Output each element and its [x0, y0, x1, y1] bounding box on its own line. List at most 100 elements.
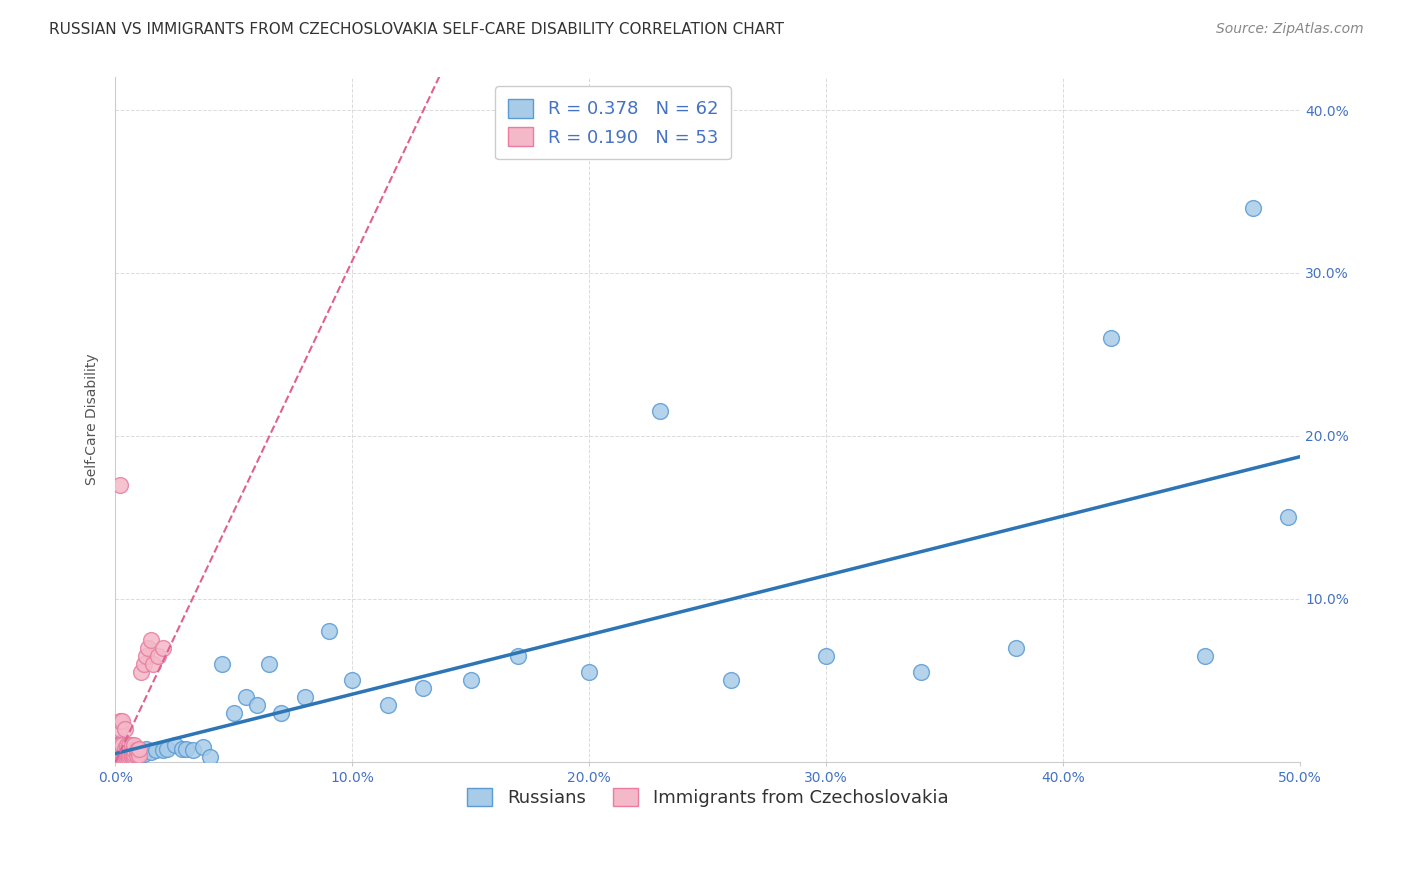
Point — [412, 681, 434, 696]
Point — [121, 748, 143, 763]
Point — [131, 665, 153, 680]
Point — [163, 739, 186, 753]
Point — [115, 741, 138, 756]
Point — [111, 747, 134, 761]
Point — [107, 750, 129, 764]
Point — [111, 747, 134, 761]
Point — [108, 750, 131, 764]
Point — [107, 740, 129, 755]
Point — [114, 743, 136, 757]
Point — [270, 706, 292, 720]
Point — [578, 665, 600, 680]
Point — [122, 739, 145, 753]
Point — [125, 750, 148, 764]
Point — [107, 745, 129, 759]
Point — [135, 648, 157, 663]
Point — [125, 748, 148, 763]
Point — [114, 748, 136, 763]
Point — [108, 739, 131, 753]
Point — [246, 698, 269, 712]
Point — [118, 741, 141, 756]
Point — [115, 751, 138, 765]
Point — [115, 748, 138, 763]
Point — [138, 640, 160, 655]
Point — [121, 747, 143, 761]
Point — [121, 741, 143, 756]
Point — [118, 739, 141, 753]
Point — [108, 743, 131, 757]
Point — [111, 714, 134, 728]
Point — [720, 673, 742, 688]
Point — [107, 741, 129, 756]
Point — [121, 739, 143, 753]
Point — [118, 748, 141, 763]
Point — [121, 743, 143, 757]
Point — [107, 750, 129, 764]
Point — [460, 673, 482, 688]
Point — [176, 741, 198, 756]
Point — [156, 741, 179, 756]
Point — [128, 750, 150, 764]
Legend: Russians, Immigrants from Czechoslovakia: Russians, Immigrants from Czechoslovakia — [460, 780, 956, 814]
Point — [122, 743, 145, 757]
Point — [152, 640, 174, 655]
Point — [183, 743, 205, 757]
Point — [108, 743, 131, 757]
Point — [122, 748, 145, 763]
Point — [294, 690, 316, 704]
Point — [650, 404, 672, 418]
Point — [114, 745, 136, 759]
Point — [1004, 640, 1026, 655]
Point — [115, 750, 138, 764]
Point — [114, 739, 136, 753]
Point — [108, 722, 131, 736]
Y-axis label: Self-Care Disability: Self-Care Disability — [86, 354, 100, 485]
Point — [107, 747, 129, 761]
Point — [121, 750, 143, 764]
Point — [128, 743, 150, 757]
Point — [815, 648, 838, 663]
Point — [114, 750, 136, 764]
Point — [1277, 510, 1299, 524]
Point — [318, 624, 340, 639]
Point — [108, 477, 131, 491]
Point — [118, 745, 141, 759]
Point — [170, 741, 193, 756]
Point — [139, 745, 162, 759]
Text: Source: ZipAtlas.com: Source: ZipAtlas.com — [1216, 22, 1364, 37]
Point — [108, 747, 131, 761]
Point — [111, 751, 134, 765]
Point — [128, 741, 150, 756]
Point — [107, 751, 129, 765]
Point — [111, 750, 134, 764]
Point — [222, 706, 245, 720]
Point — [910, 665, 932, 680]
Point — [142, 657, 165, 671]
Point — [152, 743, 174, 757]
Point — [114, 751, 136, 765]
Point — [146, 648, 169, 663]
Point — [125, 745, 148, 759]
Point — [1194, 648, 1216, 663]
Point — [191, 740, 214, 755]
Point — [377, 698, 399, 712]
Point — [115, 745, 138, 759]
Point — [342, 673, 364, 688]
Point — [211, 657, 233, 671]
Point — [118, 750, 141, 764]
Point — [1099, 331, 1122, 345]
Point — [132, 747, 155, 761]
Point — [111, 739, 134, 753]
Point — [108, 714, 131, 728]
Point — [115, 739, 138, 753]
Point — [139, 632, 162, 647]
Point — [114, 741, 136, 756]
Point — [506, 648, 529, 663]
Point — [118, 740, 141, 755]
Point — [114, 722, 136, 736]
Point — [1241, 201, 1264, 215]
Point — [235, 690, 257, 704]
Point — [118, 745, 141, 759]
Point — [108, 737, 131, 751]
Point — [111, 735, 134, 749]
